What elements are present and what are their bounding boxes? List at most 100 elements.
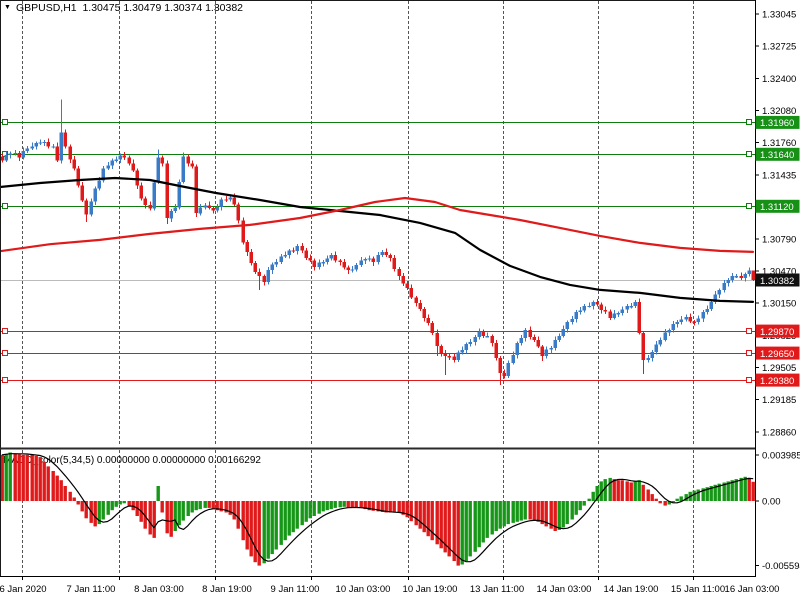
candle [544,346,548,359]
candle [80,181,84,202]
candle [198,203,202,216]
candle [363,257,367,264]
macd-histogram-bar [257,501,261,566]
line-handle-icon[interactable] [746,377,752,383]
line-handle-icon[interactable] [2,350,8,356]
line-handle-icon[interactable] [2,377,8,383]
macd-histogram-bar [460,501,464,565]
candle [241,217,245,245]
macd-histogram-bar [435,501,439,545]
time-label: 8 Jan 19:00 [202,584,252,595]
candle [380,249,384,258]
candle-body [392,258,396,270]
macd-histogram-bar [76,501,80,505]
candle [397,267,401,280]
macd-histogram-bar [160,501,164,513]
macd-histogram-bar [447,501,451,557]
candle [236,202,240,224]
symbol-dropdown-icon[interactable]: ▼ [4,4,11,11]
candle-body [325,258,329,263]
candle [452,353,456,363]
candle-body [55,146,59,161]
candle [532,334,536,343]
moving-averages [0,176,755,303]
candle-body [570,319,574,323]
macd-histogram-bar [709,486,713,501]
line-handle-icon[interactable] [2,328,8,334]
macd-histogram-bar [338,501,342,508]
candle-body [165,163,169,219]
macd-histogram-bar [241,501,245,541]
candle-body [270,264,274,271]
candle [481,329,485,339]
line-handle-icon[interactable] [746,151,752,157]
candle [426,314,430,326]
candle [21,147,25,160]
candle [633,299,637,309]
macd-histogram-bar [599,481,603,501]
macd-histogram-bar [34,456,38,501]
candle-body [405,283,409,289]
candle-body [333,255,337,261]
macd-histogram-bar [215,501,219,511]
candle-body [13,152,17,155]
candle-body [135,170,139,186]
candle [620,306,624,316]
candle-body [118,155,122,160]
candle [376,251,380,265]
candle [30,142,34,150]
candle-body [0,156,4,161]
candle [51,143,55,149]
line-handle-icon[interactable] [746,119,752,125]
candle-body [321,262,325,264]
macd-histogram-bar [506,501,510,525]
time-label: 9 Jan 11:00 [271,584,320,595]
macd-histogram-bar [603,479,607,501]
price-tick-label: 1.28860 [762,428,796,439]
candle-body [203,205,207,208]
candle-body [25,148,29,151]
candle [304,248,308,261]
price-tick-label: 1.30470 [762,267,796,278]
line-handle-icon[interactable] [746,328,752,334]
macd-histogram-bar [165,501,169,534]
candle-body [245,242,249,253]
time-axis[interactable]: 6 Jan 2020 7 Jan 11:00 8 Jan 03:00 8 Jan 19… [0,576,779,595]
macd-histogram-bar [675,498,679,501]
candle-body [346,267,350,271]
macd-histogram-bar [739,477,743,501]
macd-histogram-bar [705,487,709,501]
price-tick-label: 1.32080 [762,106,796,117]
candle-body [591,302,595,306]
candle [333,251,337,263]
time-label: 15 Jan 11:00 [671,584,725,595]
horizontal-level-lines[interactable] [0,119,755,383]
candle [540,344,544,362]
candle-body [376,255,380,263]
line-handle-icon[interactable] [746,350,752,356]
candle [279,253,283,265]
candle-body [380,252,384,256]
line-handle-icon[interactable] [2,203,8,209]
candle-body [388,255,392,259]
candle [734,273,738,279]
candle-body [127,157,131,164]
time-label: 14 Jan 19:00 [604,584,659,595]
candle-body [414,297,418,304]
support-price-box [755,324,800,338]
candle [418,300,422,312]
candle-body [101,168,105,181]
candle [515,341,519,359]
line-handle-icon[interactable] [2,119,8,125]
candle-body [418,303,422,310]
candle-body [667,330,671,333]
macd-histogram-bar [376,501,380,512]
candle [696,315,700,325]
candle-body [34,142,38,147]
macd-histogram-bar [519,501,523,521]
line-handle-icon[interactable] [746,203,752,209]
price-axis[interactable]: 1.33045 1.32725 1.32400 1.32080 1.31760 1.314… [755,10,800,573]
candle [414,295,418,307]
macd-histogram-bar [540,501,544,525]
